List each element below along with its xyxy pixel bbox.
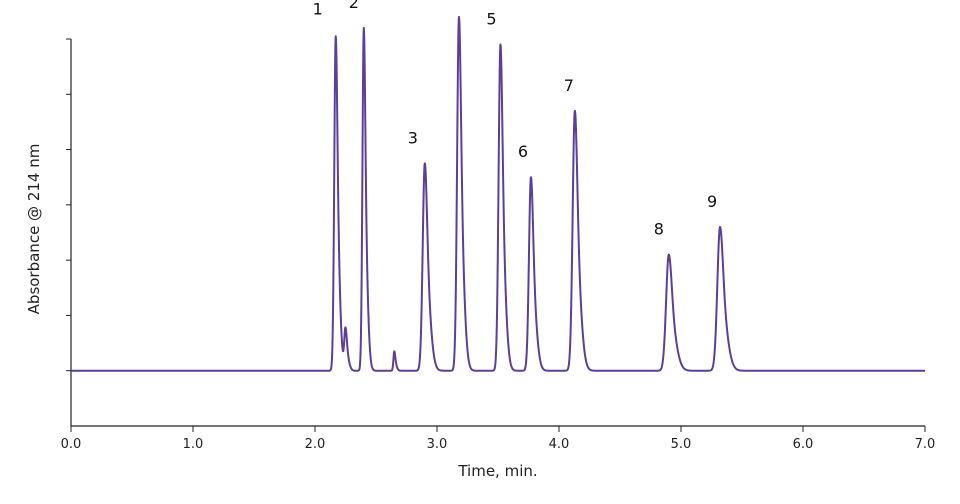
- tick-marks: [66, 38, 926, 432]
- peak-label-5: 5: [486, 10, 496, 29]
- peak-label-7: 7: [564, 76, 574, 95]
- y-axis-title: Absorbance @ 214 nm: [25, 144, 43, 315]
- peak-label-3: 3: [408, 128, 418, 147]
- chromatogram-trace: [70, 15, 926, 372]
- peak-label-6: 6: [518, 142, 528, 161]
- x-tick-label: 1.0: [183, 437, 204, 452]
- peak-label-1: 1: [313, 0, 323, 18]
- x-tick-label: 6.0: [793, 437, 814, 452]
- peak-label-9: 9: [707, 192, 717, 211]
- x-tick-label: 2.0: [305, 437, 326, 452]
- x-axis-title: Time, min.: [457, 462, 537, 480]
- x-tick-labels: 0.0 1.0 2.0 3.0 4.0 5.0 6.0 7.0: [61, 437, 936, 452]
- axes: [70, 39, 925, 427]
- x-tick-label: 7.0: [915, 437, 936, 452]
- peak-label-4: 4: [439, 0, 449, 1]
- x-tick-label: 0.0: [61, 437, 82, 452]
- peak-labels: 1 2 3 4 5 6 7 8 9: [313, 0, 717, 239]
- x-tick-label: 3.0: [427, 437, 448, 452]
- peak-label-8: 8: [654, 220, 664, 239]
- peak-label-2: 2: [349, 0, 359, 12]
- x-tick-label: 5.0: [671, 437, 692, 452]
- x-tick-label: 4.0: [549, 437, 570, 452]
